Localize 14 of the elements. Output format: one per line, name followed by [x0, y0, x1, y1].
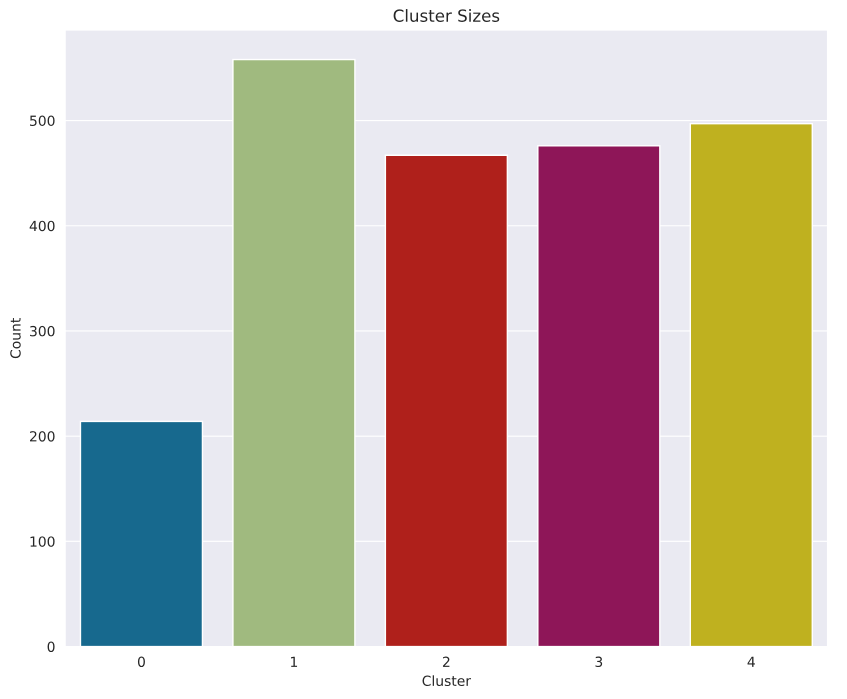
x-tick-label: 0 [138, 656, 145, 668]
x-axis-title: Cluster [422, 675, 472, 686]
x-tick-label: 1 [291, 656, 298, 667]
y-axis-title: Count [10, 318, 21, 358]
x-tick-label: 4 [748, 656, 755, 667]
chart-title: Cluster Sizes [394, 9, 500, 22]
y-tick-label: 100 [30, 536, 55, 547]
y-tick-label: 400 [30, 220, 55, 232]
x-tick-label: 2 [442, 656, 450, 667]
y-tick-label: 0 [48, 642, 55, 652]
y-tick-label: 200 [30, 431, 55, 442]
x-tick-label: 3 [595, 656, 602, 668]
y-tick-label: 500 [30, 116, 55, 126]
y-tick-label: 300 [30, 326, 55, 336]
